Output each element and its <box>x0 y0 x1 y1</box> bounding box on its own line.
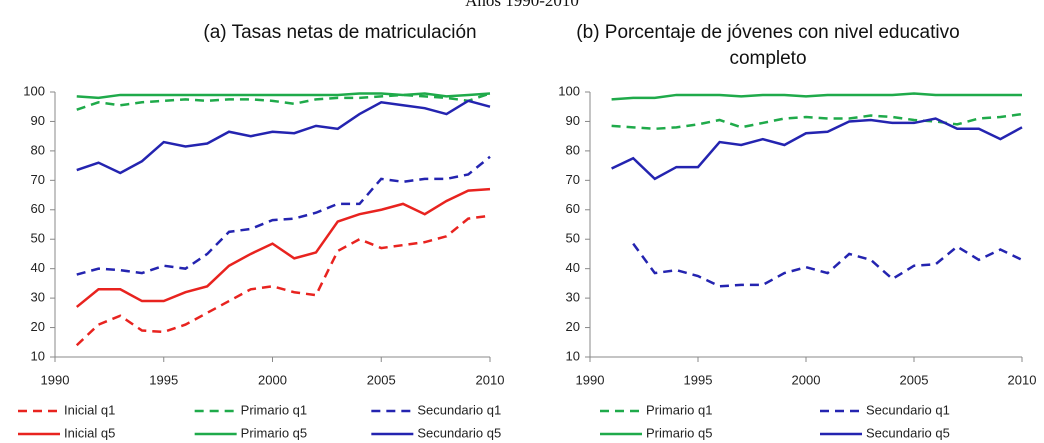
series-line <box>75 214 491 347</box>
x-tick-label: 1990 <box>576 372 605 387</box>
y-tick-label: 50 <box>31 231 45 246</box>
y-tick-label: 30 <box>566 290 580 305</box>
x-tick-label: 2005 <box>900 372 929 387</box>
y-tick-label: 50 <box>566 231 580 246</box>
x-tick-label: 2010 <box>1008 372 1037 387</box>
y-tick-label: 90 <box>31 113 45 128</box>
x-tick-label: 2010 <box>476 372 505 387</box>
y-tick-label: 40 <box>31 260 45 275</box>
y-tick-label: 20 <box>31 319 45 334</box>
y-tick-label: 40 <box>566 260 580 275</box>
y-tick-label: 90 <box>566 113 580 128</box>
page-title: Años 1990-2010 <box>465 0 579 10</box>
series-line <box>632 242 1023 288</box>
x-tick-label: 1995 <box>149 372 178 387</box>
y-tick-label: 60 <box>566 201 580 216</box>
legend-label: Secundario q1 <box>866 402 950 417</box>
legend-label: Inicial q5 <box>64 425 115 440</box>
x-tick-label: 2005 <box>367 372 396 387</box>
x-tick-label: 2000 <box>258 372 287 387</box>
legend-label: Primario q5 <box>646 425 712 440</box>
x-tick-label: 1990 <box>41 372 70 387</box>
legend-label: Secundario q5 <box>417 425 501 440</box>
y-tick-label: 100 <box>558 83 580 98</box>
legend-label: Secundario q5 <box>866 425 950 440</box>
legend-label: Primario q1 <box>646 402 712 417</box>
legend-label: Primario q1 <box>241 402 307 417</box>
chart-title: (a) Tasas netas de matriculación <box>203 22 477 43</box>
y-tick-label: 100 <box>23 83 45 98</box>
series-line <box>611 112 1023 131</box>
y-tick-label: 10 <box>31 348 45 363</box>
y-tick-label: 80 <box>31 142 45 157</box>
chart-title: (b) Porcentaje de jóvenes con nivel educ… <box>576 22 960 69</box>
series-line <box>76 155 491 276</box>
series-line <box>76 92 491 111</box>
series-line <box>611 92 1022 101</box>
x-tick-label: 2000 <box>792 372 821 387</box>
series-line <box>76 99 491 175</box>
series-line <box>75 187 491 308</box>
y-tick-label: 10 <box>566 348 580 363</box>
legend-label: Inicial q1 <box>64 402 115 417</box>
x-tick-label: 1995 <box>684 372 713 387</box>
y-tick-label: 80 <box>566 142 580 157</box>
y-tick-label: 60 <box>31 201 45 216</box>
y-tick-label: 70 <box>566 172 580 187</box>
series-line <box>76 92 491 100</box>
series-line <box>611 117 1023 181</box>
legend-label: Secundario q1 <box>417 402 501 417</box>
legend-label: Primario q5 <box>241 425 307 440</box>
y-tick-label: 20 <box>566 319 580 334</box>
y-tick-label: 70 <box>31 172 45 187</box>
y-tick-label: 30 <box>31 290 45 305</box>
